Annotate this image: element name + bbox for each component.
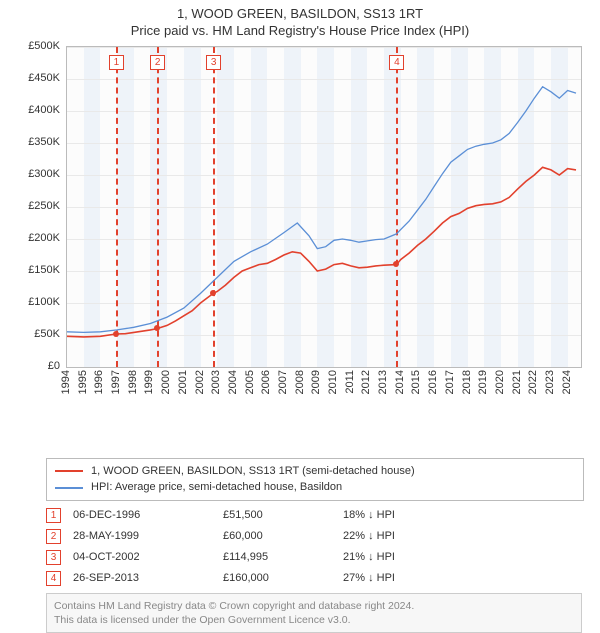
x-axis-label: 1996 bbox=[93, 370, 105, 394]
legend-label: 1, WOOD GREEN, BASILDON, SS13 1RT (semi-… bbox=[91, 463, 415, 480]
x-axis-label: 1999 bbox=[143, 370, 155, 394]
x-axis-label: 2019 bbox=[477, 370, 489, 394]
event-index-box: 1 bbox=[46, 508, 61, 523]
x-axis-label: 1994 bbox=[60, 370, 72, 394]
x-axis-label: 2011 bbox=[344, 370, 356, 394]
y-axis-label: £450K bbox=[20, 72, 60, 84]
x-axis-label: 2016 bbox=[427, 370, 439, 394]
x-axis-label: 2014 bbox=[394, 370, 406, 394]
event-row: 1 06-DEC-1996£51,50018% ↓ HPI bbox=[46, 505, 566, 526]
event-price: £160,000 bbox=[223, 572, 343, 584]
x-axis-label: 2008 bbox=[294, 370, 306, 394]
x-axis-label: 2009 bbox=[310, 370, 322, 394]
series-line-hpi bbox=[67, 86, 576, 332]
plot-area: 1234 bbox=[66, 46, 582, 368]
event-index-box: 3 bbox=[46, 550, 61, 565]
y-axis-label: £500K bbox=[20, 40, 60, 52]
legend-swatch bbox=[55, 487, 83, 489]
footer-line1: Contains HM Land Registry data © Crown c… bbox=[54, 599, 574, 613]
event-price: £114,995 bbox=[223, 551, 343, 563]
event-delta: 22% ↓ HPI bbox=[343, 530, 463, 542]
event-delta: 18% ↓ HPI bbox=[343, 509, 463, 521]
event-date: 28-MAY-1999 bbox=[73, 530, 223, 542]
chart-container: 1234 £0 £50K £100K £150K £200K £250K £300K £350… bbox=[20, 46, 580, 416]
event-row: 2 28-MAY-1999£60,00022% ↓ HPI bbox=[46, 526, 566, 547]
x-axis-label: 1995 bbox=[77, 370, 89, 394]
x-axis-label: 1997 bbox=[110, 370, 122, 394]
legend-label: HPI: Average price, semi-detached house,… bbox=[91, 479, 342, 496]
event-row: 4 26-SEP-2013£160,00027% ↓ HPI bbox=[46, 568, 566, 589]
x-axis-label: 2017 bbox=[444, 370, 456, 394]
chart-title: 1, WOOD GREEN, BASILDON, SS13 1RT Price … bbox=[0, 0, 600, 40]
legend: 1, WOOD GREEN, BASILDON, SS13 1RT (semi-… bbox=[46, 458, 584, 501]
event-marker bbox=[393, 261, 399, 267]
x-axis-label: 2000 bbox=[160, 370, 172, 394]
events-table: 1 06-DEC-1996£51,50018% ↓ HPI 2 28-MAY-1999… bbox=[46, 505, 566, 589]
x-axis-label: 2013 bbox=[377, 370, 389, 394]
legend-item: HPI: Average price, semi-detached house,… bbox=[55, 479, 575, 496]
event-index-box: 4 bbox=[46, 571, 61, 586]
legend-swatch bbox=[55, 470, 83, 472]
y-axis-label: £350K bbox=[20, 136, 60, 148]
event-price: £51,500 bbox=[223, 509, 343, 521]
event-row: 3 04-OCT-2002£114,99521% ↓ HPI bbox=[46, 547, 566, 568]
event-price: £60,000 bbox=[223, 530, 343, 542]
title-line1: 1, WOOD GREEN, BASILDON, SS13 1RT bbox=[0, 6, 600, 23]
footer-note: Contains HM Land Registry data © Crown c… bbox=[46, 593, 582, 633]
event-date: 06-DEC-1996 bbox=[73, 509, 223, 521]
event-marker bbox=[210, 290, 216, 296]
legend-item: 1, WOOD GREEN, BASILDON, SS13 1RT (semi-… bbox=[55, 463, 575, 480]
title-line2: Price paid vs. HM Land Registry's House … bbox=[0, 23, 600, 40]
x-axis-label: 2018 bbox=[461, 370, 473, 394]
y-axis-label: £250K bbox=[20, 200, 60, 212]
x-axis-label: 1998 bbox=[127, 370, 139, 394]
series-svg bbox=[67, 47, 581, 367]
series-line-price_paid bbox=[67, 167, 576, 337]
x-axis-label: 2023 bbox=[544, 370, 556, 394]
event-delta: 27% ↓ HPI bbox=[343, 572, 463, 584]
event-delta: 21% ↓ HPI bbox=[343, 551, 463, 563]
x-axis-label: 2015 bbox=[410, 370, 422, 394]
x-axis-label: 2002 bbox=[194, 370, 206, 394]
x-axis-label: 2024 bbox=[561, 370, 573, 394]
y-axis-label: £50K bbox=[20, 328, 60, 340]
x-axis-label: 2021 bbox=[511, 370, 523, 394]
x-axis-label: 2001 bbox=[177, 370, 189, 394]
x-axis-label: 2006 bbox=[260, 370, 272, 394]
x-axis-label: 2007 bbox=[277, 370, 289, 394]
x-axis-label: 2004 bbox=[227, 370, 239, 394]
y-axis-label: £300K bbox=[20, 168, 60, 180]
x-axis-label: 2010 bbox=[327, 370, 339, 394]
x-axis-label: 2005 bbox=[244, 370, 256, 394]
footer-line2: This data is licensed under the Open Gov… bbox=[54, 613, 574, 627]
event-date: 04-OCT-2002 bbox=[73, 551, 223, 563]
y-axis-label: £400K bbox=[20, 104, 60, 116]
x-axis-label: 2022 bbox=[527, 370, 539, 394]
event-date: 26-SEP-2013 bbox=[73, 572, 223, 584]
event-marker bbox=[113, 331, 119, 337]
x-axis-label: 2003 bbox=[210, 370, 222, 394]
x-axis-label: 2020 bbox=[494, 370, 506, 394]
event-marker bbox=[154, 325, 160, 331]
y-axis-label: £150K bbox=[20, 264, 60, 276]
gridline bbox=[67, 367, 581, 368]
x-axis-label: 2012 bbox=[360, 370, 372, 394]
event-index-box: 2 bbox=[46, 529, 61, 544]
y-axis-label: £200K bbox=[20, 232, 60, 244]
y-axis-label: £100K bbox=[20, 296, 60, 308]
y-axis-label: £0 bbox=[20, 360, 60, 372]
